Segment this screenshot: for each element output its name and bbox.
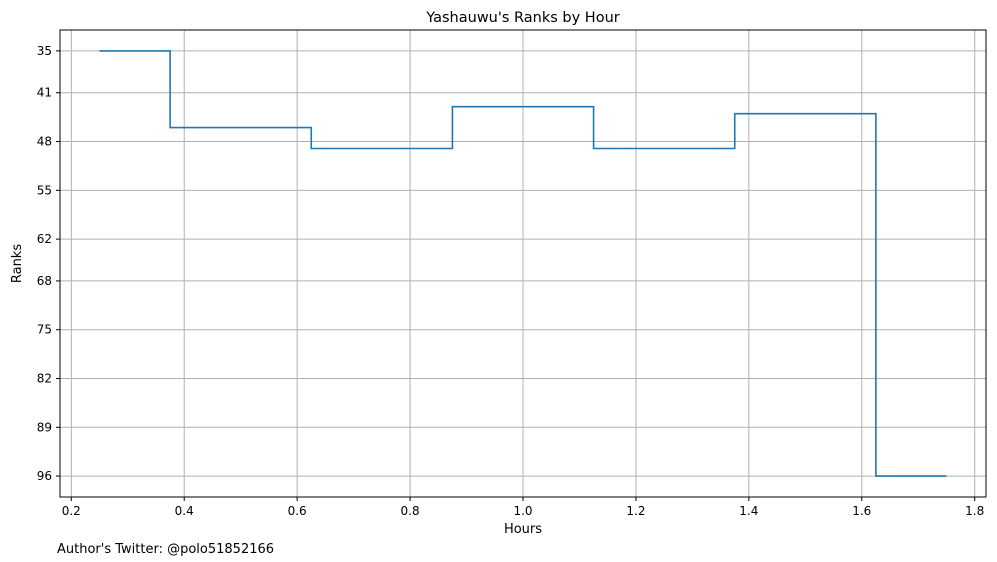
y-axis-title: Ranks: [10, 244, 25, 283]
x-tick-label: 1.2: [626, 504, 645, 518]
y-tick-label: 89: [37, 420, 52, 434]
x-tick-label: 0.6: [288, 504, 307, 518]
y-grid: [60, 50, 986, 477]
y-tick-label: 96: [37, 469, 52, 483]
x-tick-label: 1.0: [513, 504, 532, 518]
chart-title: Yashauwu's Ranks by Hour: [425, 10, 620, 26]
y-tick-label: 68: [37, 274, 52, 288]
series-step-line: [99, 50, 947, 477]
y-axis-ticks: 35 41 48 55 62 68 75 82 89 96: [37, 44, 60, 483]
y-tick-label: 41: [37, 86, 52, 100]
y-tick-label: 55: [37, 183, 52, 197]
series-layer: [99, 50, 947, 477]
x-tick-label: 0.8: [401, 504, 420, 518]
x-grid: [70, 30, 976, 497]
x-tick-label: 1.8: [965, 504, 984, 518]
x-axis-title: Hours: [504, 522, 542, 537]
y-tick-label: 82: [37, 372, 52, 386]
y-tick-label: 62: [37, 232, 52, 246]
x-tick-label: 0.2: [62, 504, 81, 518]
y-tick-label: 35: [37, 44, 52, 58]
x-tick-label: 1.6: [852, 504, 871, 518]
x-tick-label: 0.4: [175, 504, 194, 518]
y-tick-label: 75: [37, 323, 52, 337]
x-tick-label: 1.4: [739, 504, 758, 518]
y-tick-label: 48: [37, 135, 52, 149]
x-axis-ticks: 0.2 0.4 0.6 0.8 1.0 1.2 1.4 1.6 1.8: [62, 497, 984, 518]
author-twitter-note: Author's Twitter: @polo51852166: [57, 542, 274, 557]
